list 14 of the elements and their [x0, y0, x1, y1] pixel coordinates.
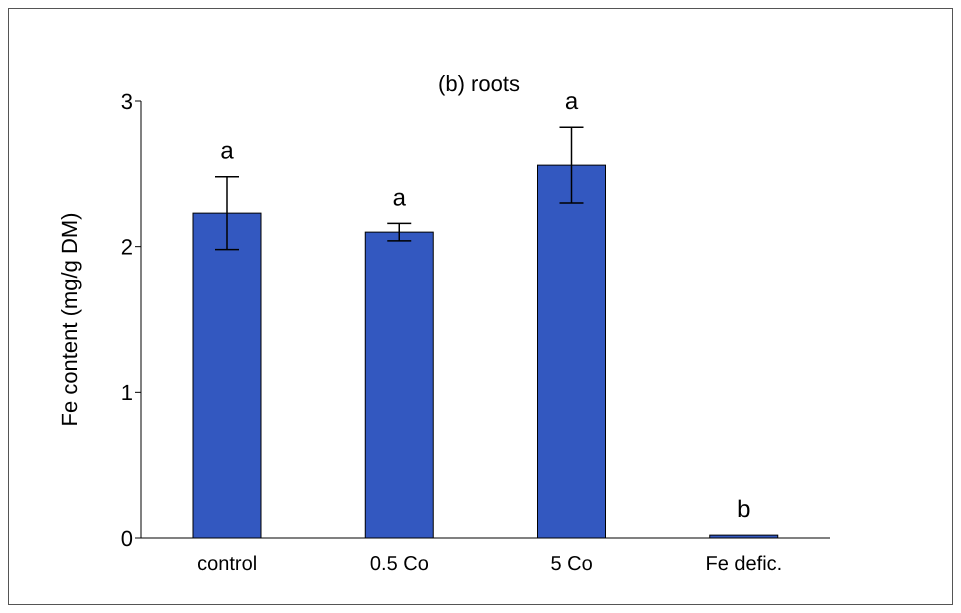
- annotation: a: [392, 184, 407, 212]
- x-tick-label: Fe defic.: [706, 553, 782, 576]
- annotation: a: [220, 138, 234, 165]
- y-axis-title: Fe content (mg/g DM): [56, 212, 82, 426]
- x-tick-label: 5 Co: [550, 553, 593, 576]
- y-tick-label: 2: [120, 234, 133, 260]
- chart-title: (b) roots: [438, 71, 520, 96]
- x-tick-label: control: [197, 553, 258, 576]
- y-tick-label: 3: [120, 88, 133, 114]
- annotation: b: [737, 496, 750, 524]
- y-tick-label: 1: [120, 380, 133, 406]
- y-tick-label: 0: [120, 526, 133, 551]
- x-tick-label: 0.5 Co: [370, 553, 429, 576]
- annotation: a: [564, 88, 579, 116]
